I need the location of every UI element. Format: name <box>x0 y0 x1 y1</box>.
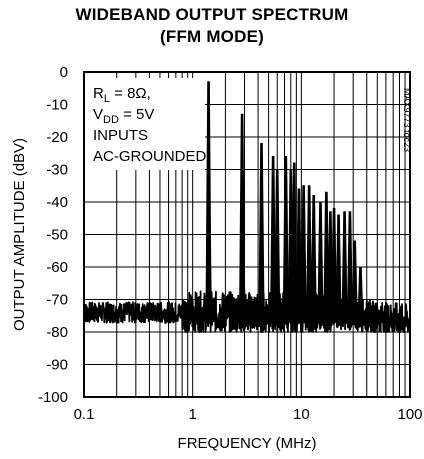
conditions-box-bg <box>85 78 205 170</box>
condition-line: AC-GROUNDED <box>93 148 207 165</box>
spectral-peak <box>323 191 330 323</box>
chart-title: WIDEBAND OUTPUT SPECTRUM (FFM MODE) <box>0 4 424 48</box>
y-tick-label: -100 <box>38 389 68 406</box>
spectral-peak <box>341 211 348 324</box>
y-tick-label: -30 <box>46 162 68 179</box>
spectral-peak <box>351 240 358 325</box>
y-axis-label: OUTPUT AMPLITUDE (dBV) <box>11 138 28 331</box>
y-tick-label: -70 <box>46 292 68 309</box>
y-tick-label: -10 <box>46 97 68 114</box>
spectral-peak <box>295 188 303 323</box>
spectral-peak <box>206 243 213 323</box>
spectral-peak <box>291 162 298 323</box>
spectral-peak <box>306 185 313 323</box>
y-tick-label: -60 <box>46 259 68 276</box>
spectral-peak <box>274 169 281 323</box>
x-tick-labels: 0.1 1 10 100 <box>74 406 423 423</box>
x-tick-label: 1 <box>188 406 196 423</box>
spectral-peak <box>300 185 307 323</box>
spectral-peak <box>282 156 289 323</box>
condition-line: INPUTS <box>93 127 148 144</box>
condition-line: VDD = 5V <box>93 106 154 126</box>
chart-title-line-1: WIDEBAND OUTPUT SPECTRUM <box>75 5 349 24</box>
spectral-peak <box>335 214 342 324</box>
x-axis-label: FREQUENCY (MHz) <box>178 435 317 452</box>
spectral-peak <box>258 143 265 323</box>
y-tick-labels: 0 -10 -20 -30 -40 -50 -60 -70 -80 -90 -100 <box>38 64 68 406</box>
x-tick-label: 10 <box>293 406 310 423</box>
spectral-peak <box>317 201 324 323</box>
y-tick-label: -50 <box>46 227 68 244</box>
y-tick-label: -80 <box>46 324 68 341</box>
spectral-peak <box>346 211 354 325</box>
spectral-peak <box>330 208 338 323</box>
y-tick-label: 0 <box>60 64 68 81</box>
spectrum-trace <box>83 81 411 333</box>
spectral-peak <box>239 253 247 323</box>
y-tick-label: -20 <box>46 129 68 146</box>
condition-line: RL = 8Ω, <box>93 85 151 105</box>
plot-frame <box>83 71 411 398</box>
spectral-peak <box>357 266 364 326</box>
spectral-peak <box>310 195 317 323</box>
x-tick-label: 100 <box>397 406 422 423</box>
spectral-peak <box>365 302 373 327</box>
y-tick-label: -40 <box>46 194 68 211</box>
chart-title-line-2: (FFM MODE) <box>160 27 264 46</box>
x-tick-label: 0.1 <box>74 406 95 423</box>
y-tick-label: -90 <box>46 357 68 374</box>
part-number-label: MAX9773 toc23 <box>402 88 412 152</box>
spectral-peak <box>270 156 277 323</box>
